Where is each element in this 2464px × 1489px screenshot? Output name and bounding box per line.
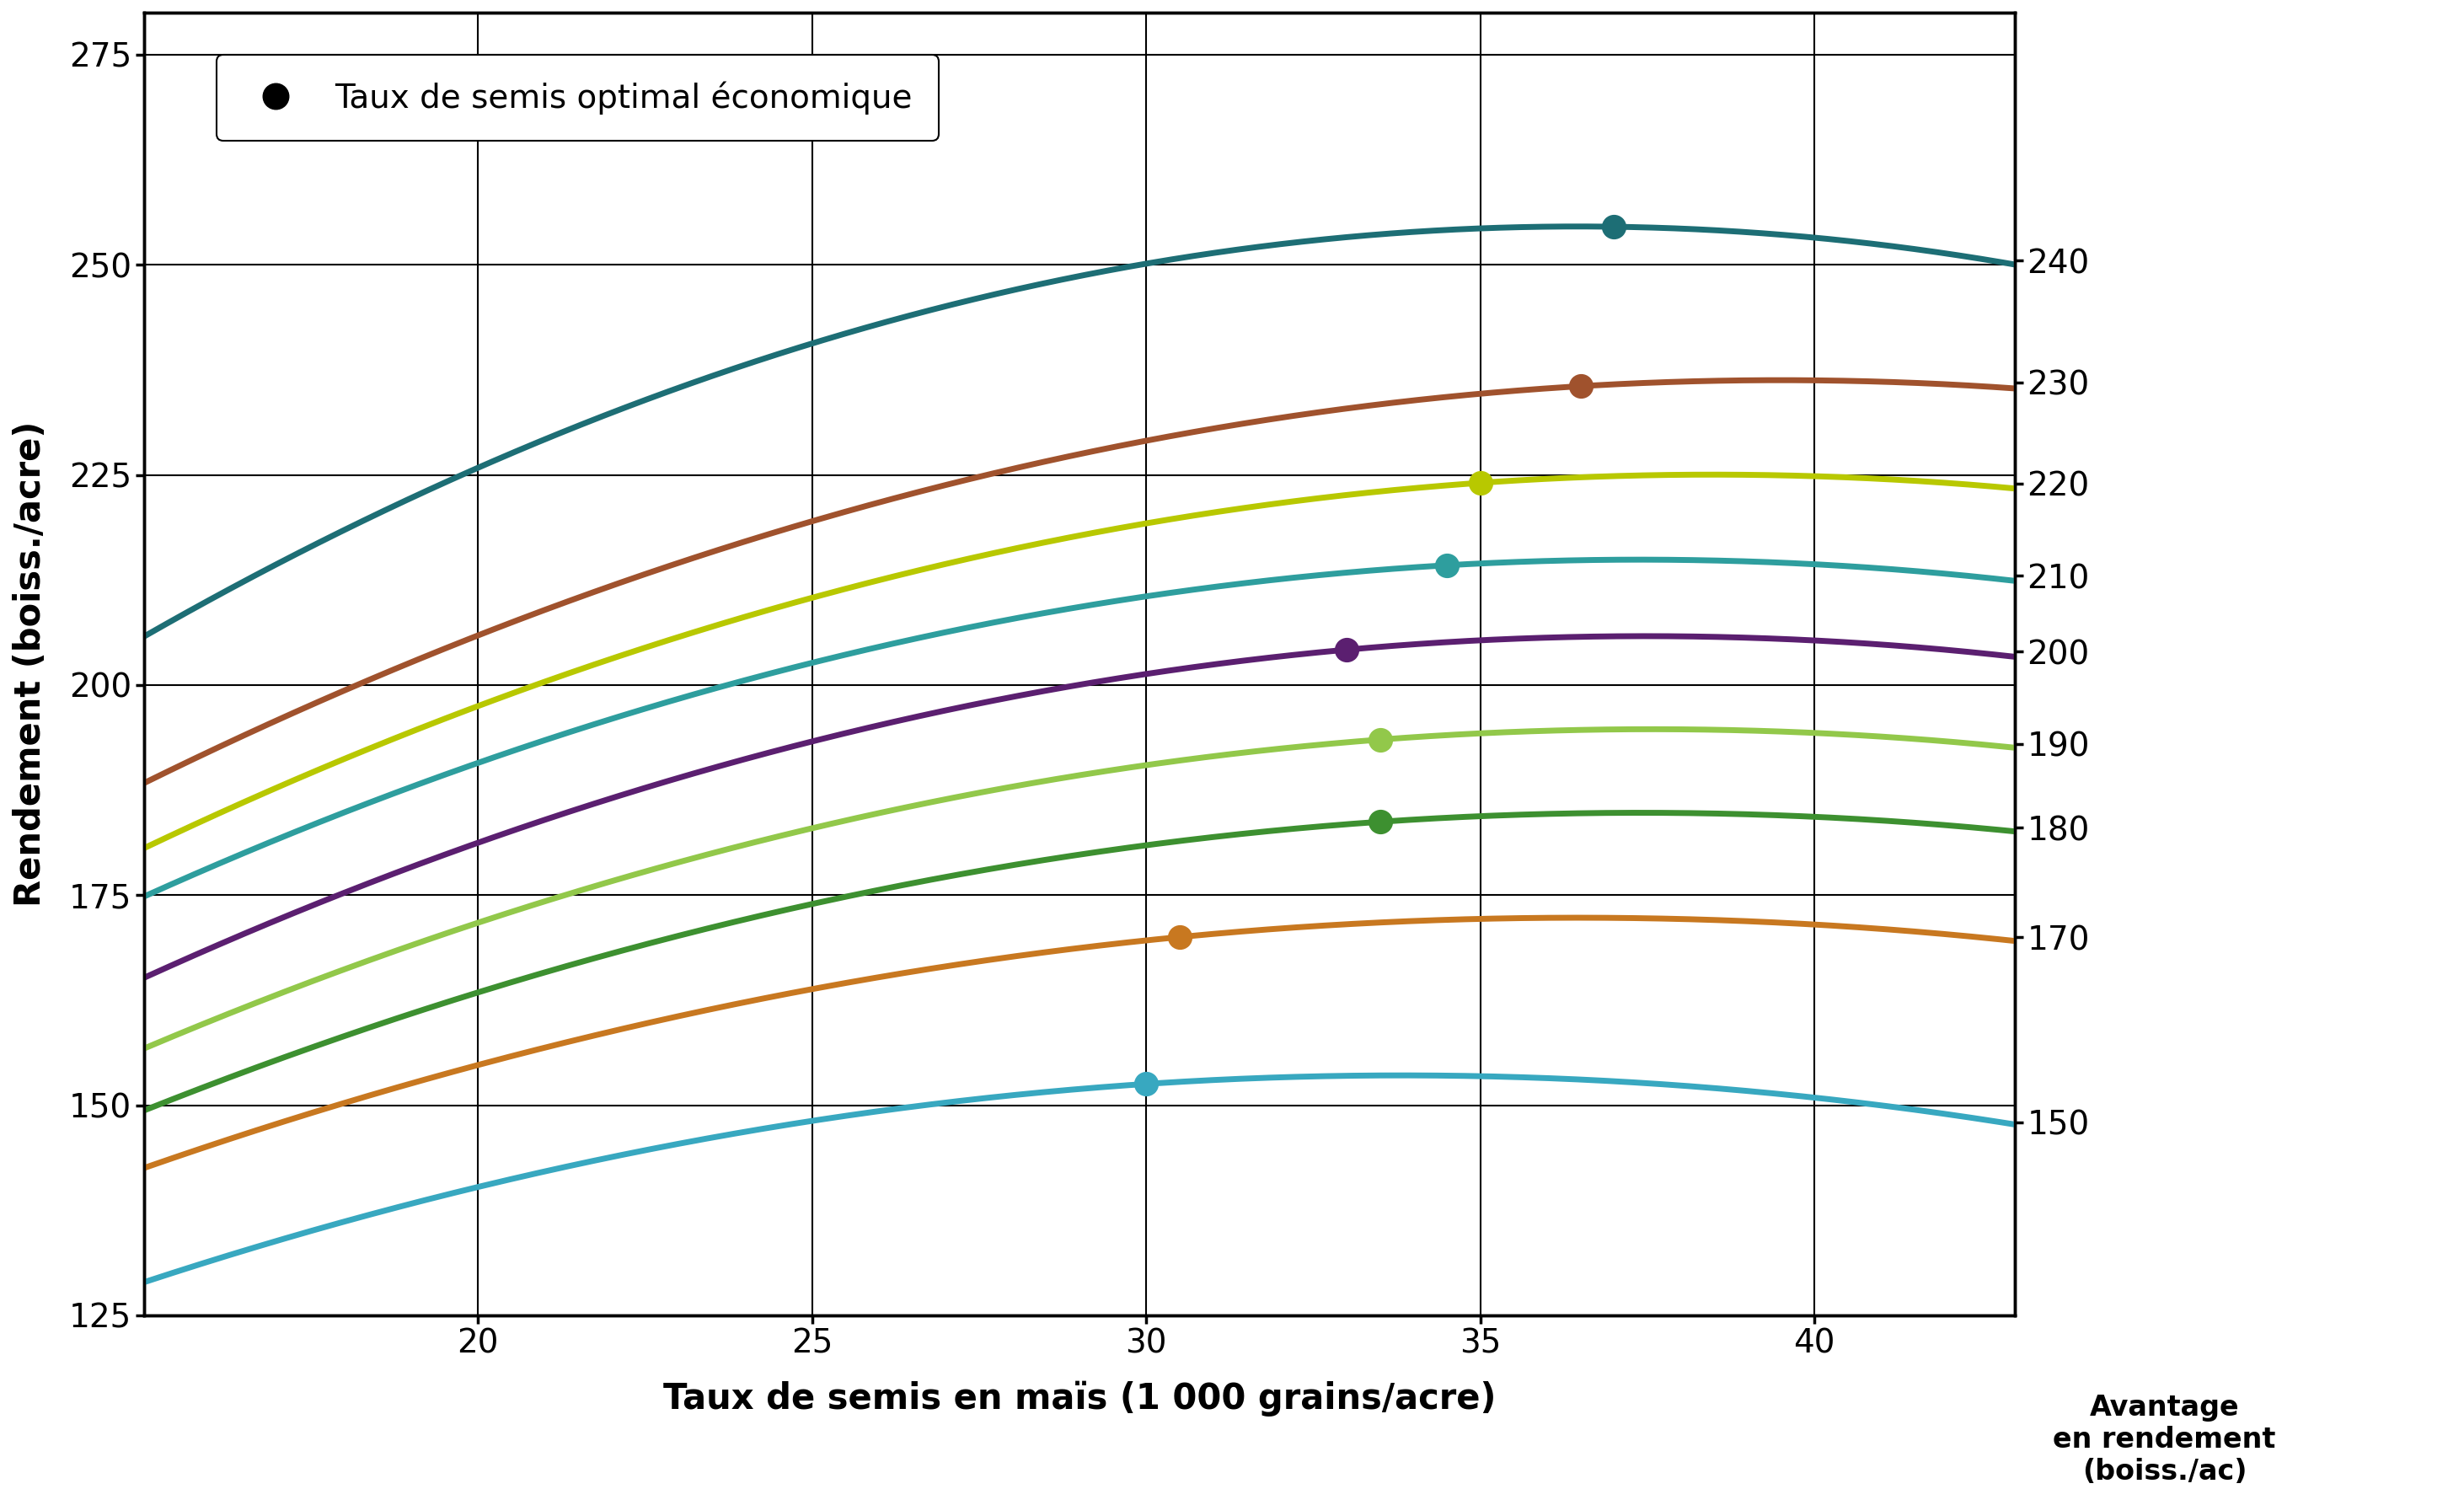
X-axis label: Taux de semis en maïs (1 000 grains/acre): Taux de semis en maïs (1 000 grains/acre… bbox=[663, 1380, 1496, 1416]
Legend: Taux de semis optimal économique: Taux de semis optimal économique bbox=[217, 55, 939, 141]
Y-axis label: Rendement (boiss./acre): Rendement (boiss./acre) bbox=[12, 421, 47, 907]
Text: Avantage
en rendement
(boiss./ac): Avantage en rendement (boiss./ac) bbox=[2053, 1394, 2277, 1486]
